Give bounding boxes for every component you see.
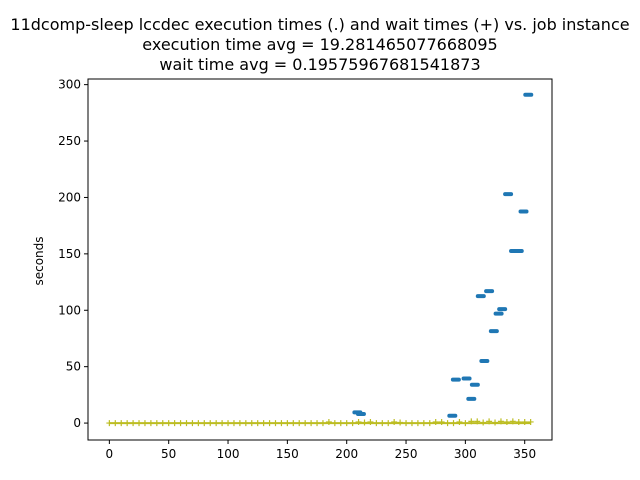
- wait-point: [385, 420, 392, 427]
- y-axis-label: seconds: [32, 236, 46, 285]
- wait-point: [361, 419, 368, 426]
- wait-point: [147, 420, 154, 427]
- wait-point: [509, 418, 516, 425]
- wait-point: [486, 418, 493, 425]
- wait-point: [236, 420, 243, 427]
- wait-point: [420, 420, 427, 427]
- x-tick-label: 200: [335, 447, 358, 461]
- wait-point: [426, 420, 433, 427]
- wait-point: [450, 420, 457, 427]
- wait-point: [432, 418, 439, 425]
- wait-point: [165, 420, 172, 427]
- wait-point: [177, 420, 184, 427]
- wait-point: [124, 420, 131, 427]
- wait-point: [219, 420, 226, 427]
- wait-point: [260, 420, 267, 427]
- chart-title: 11dcomp-sleep lccdec execution times (.)…: [10, 15, 629, 74]
- y-tick-label: 0: [73, 416, 81, 430]
- wait-point: [515, 418, 522, 425]
- x-tick-label: 50: [161, 447, 176, 461]
- x-axis: 0 50 100 150 200 250 300 350: [106, 440, 536, 461]
- wait-point: [195, 420, 202, 427]
- wait-point: [189, 420, 196, 427]
- wait-point: [319, 420, 326, 427]
- wait-point: [492, 419, 499, 426]
- wait-point: [112, 420, 119, 427]
- wait-time-series: [106, 418, 534, 427]
- wait-point: [153, 420, 160, 427]
- wait-point: [308, 420, 315, 427]
- x-tick-label: 100: [217, 447, 240, 461]
- wait-point: [367, 418, 374, 425]
- wait-point: [302, 420, 309, 427]
- x-tick-label: 250: [395, 447, 418, 461]
- wait-point: [468, 418, 475, 425]
- wait-point: [171, 420, 178, 427]
- title-line-3: wait time avg = 0.19575967681541873: [159, 55, 480, 74]
- title-line-2: execution time avg = 19.281465077668095: [142, 35, 497, 54]
- y-axis: 0 50 100 150 200 250 300: [58, 78, 88, 430]
- wait-point: [201, 420, 208, 427]
- y-tick-label: 100: [58, 303, 81, 317]
- wait-point: [325, 418, 332, 425]
- wait-point: [444, 420, 451, 427]
- y-tick-label: 300: [58, 78, 81, 92]
- x-tick-label: 150: [276, 447, 299, 461]
- wait-point: [230, 420, 237, 427]
- wait-point: [379, 420, 386, 427]
- wait-point: [391, 418, 398, 425]
- wait-point: [106, 420, 113, 427]
- wait-point: [141, 420, 148, 427]
- wait-point: [438, 418, 445, 425]
- y-tick-label: 50: [66, 360, 81, 374]
- wait-point: [521, 418, 528, 425]
- x-tick-label: 350: [513, 447, 536, 461]
- plot-area: [87, 78, 553, 441]
- wait-point: [527, 418, 534, 425]
- wait-point: [213, 420, 220, 427]
- wait-point: [343, 420, 350, 427]
- wait-point: [497, 418, 504, 425]
- wait-point: [355, 418, 362, 425]
- execution-time-series: [352, 92, 534, 418]
- wait-point: [159, 420, 166, 427]
- wait-point: [503, 418, 510, 425]
- wait-point: [480, 419, 487, 426]
- wait-point: [130, 420, 137, 427]
- wait-point: [337, 420, 344, 427]
- wait-point: [266, 420, 273, 427]
- x-tick-label: 0: [106, 447, 114, 461]
- y-tick-label: 200: [58, 190, 81, 204]
- wait-point: [136, 420, 143, 427]
- wait-point: [225, 420, 232, 427]
- y-tick-label: 250: [58, 134, 81, 148]
- wait-point: [183, 420, 190, 427]
- wait-point: [456, 418, 463, 425]
- wait-point: [278, 420, 285, 427]
- x-tick-label: 300: [454, 447, 477, 461]
- wait-point: [254, 420, 261, 427]
- wait-point: [118, 420, 125, 427]
- wait-point: [462, 420, 469, 427]
- wait-point: [408, 420, 415, 427]
- wait-point: [414, 420, 421, 427]
- wait-point: [331, 420, 338, 427]
- wait-point: [474, 418, 481, 425]
- wait-point: [284, 420, 291, 427]
- wait-point: [272, 420, 279, 427]
- wait-point: [290, 420, 297, 427]
- wait-point: [314, 420, 321, 427]
- wait-point: [403, 420, 410, 427]
- title-line-1: 11dcomp-sleep lccdec execution times (.)…: [10, 15, 629, 34]
- y-tick-label: 150: [58, 247, 81, 261]
- wait-point: [242, 420, 249, 427]
- wait-point: [296, 420, 303, 427]
- wait-point: [207, 420, 214, 427]
- wait-point: [397, 419, 404, 426]
- wait-point: [349, 420, 356, 427]
- wait-point: [373, 420, 380, 427]
- wait-point: [248, 420, 255, 427]
